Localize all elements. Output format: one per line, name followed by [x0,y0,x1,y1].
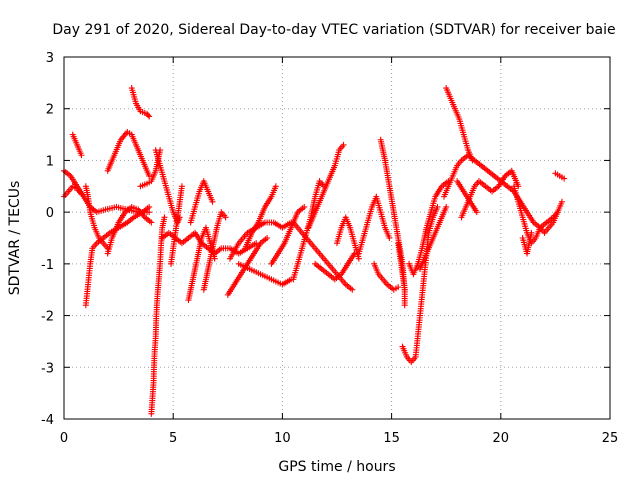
data-point [78,152,85,159]
series-s4 [82,203,153,309]
series-s15 [187,178,216,226]
series-s6 [104,203,155,257]
data-point [78,191,85,198]
series-s7 [104,128,153,179]
series-s36 [458,167,522,221]
y-tick-label: 2 [46,103,54,118]
series-s26 [334,214,362,262]
data-point [222,214,229,221]
data-point [145,112,152,119]
y-tick-label: -2 [41,310,54,325]
data-point [395,284,402,291]
data-point [340,141,347,148]
data-point [161,214,168,221]
data-point [209,198,216,205]
series-s33 [416,203,450,273]
series-s28 [371,260,402,293]
data-point [146,113,153,120]
series-s19 [242,183,279,252]
y-tick-label: -3 [41,361,54,376]
x-tick-label: 20 [493,431,510,446]
series-s39 [519,229,535,257]
y-tick-label: 1 [46,154,54,169]
data-points [61,85,568,417]
x-tick-label: 0 [60,431,68,446]
series-s16 [200,209,229,293]
x-tick-label: 25 [602,431,619,446]
series-s13 [168,183,185,267]
series-s20 [235,260,295,288]
y-tick-label: 3 [46,51,54,66]
data-point [148,219,155,226]
y-tick-labels: -4 -3 -2 -1 0 1 2 3 [41,51,54,428]
data-point [443,203,450,210]
series-s38 [510,183,565,247]
y-axis-label: SDTVAR / TECUs [7,181,23,296]
x-tick-label: 5 [169,431,177,446]
data-point [272,183,279,190]
y-tick-label: 0 [46,206,54,221]
data-point [146,203,153,210]
data-point [146,172,153,179]
series-s10 [148,214,168,417]
data-point [146,209,153,216]
data-point [528,229,535,236]
series-s22 [290,178,327,283]
series-s18 [226,219,295,262]
data-point [264,235,271,241]
y-tick-label: -4 [41,413,54,428]
series-s30 [395,240,408,309]
data-point [401,302,408,309]
y-tick-label: -1 [41,258,54,273]
series-s35 [441,152,561,231]
data-point [355,255,362,262]
series-s27 [355,193,393,257]
plot-frame [63,56,611,420]
series-s23 [290,219,356,293]
series-s25 [312,250,358,283]
axis-ticks [63,56,611,420]
data-point [178,183,185,190]
data-point [558,198,565,205]
data-point [434,203,441,210]
x-axis-label: GPS time / hours [278,459,395,475]
data-point [386,235,393,241]
series-s37 [454,178,480,216]
chart-title: Day 291 of 2020, Sidereal Day-to-day VTE… [52,22,615,38]
data-point [561,175,568,182]
x-tick-label: 15 [383,431,400,446]
data-point [349,286,356,293]
series-s3 [69,131,85,159]
series-s40 [552,170,568,182]
data-point [473,209,480,216]
x-tick-labels: 0 5 10 15 20 25 [60,431,618,446]
series-s34 [443,85,476,164]
series-s24 [305,141,347,231]
series-s17 [224,235,271,298]
series-s21 [268,203,308,267]
x-tick-label: 10 [274,431,291,446]
series-s8 [128,85,153,120]
series-s32 [406,178,452,278]
data-point [301,203,308,210]
series-s5 [82,183,111,252]
series-s2 [61,183,85,200]
gridlines [64,57,610,419]
